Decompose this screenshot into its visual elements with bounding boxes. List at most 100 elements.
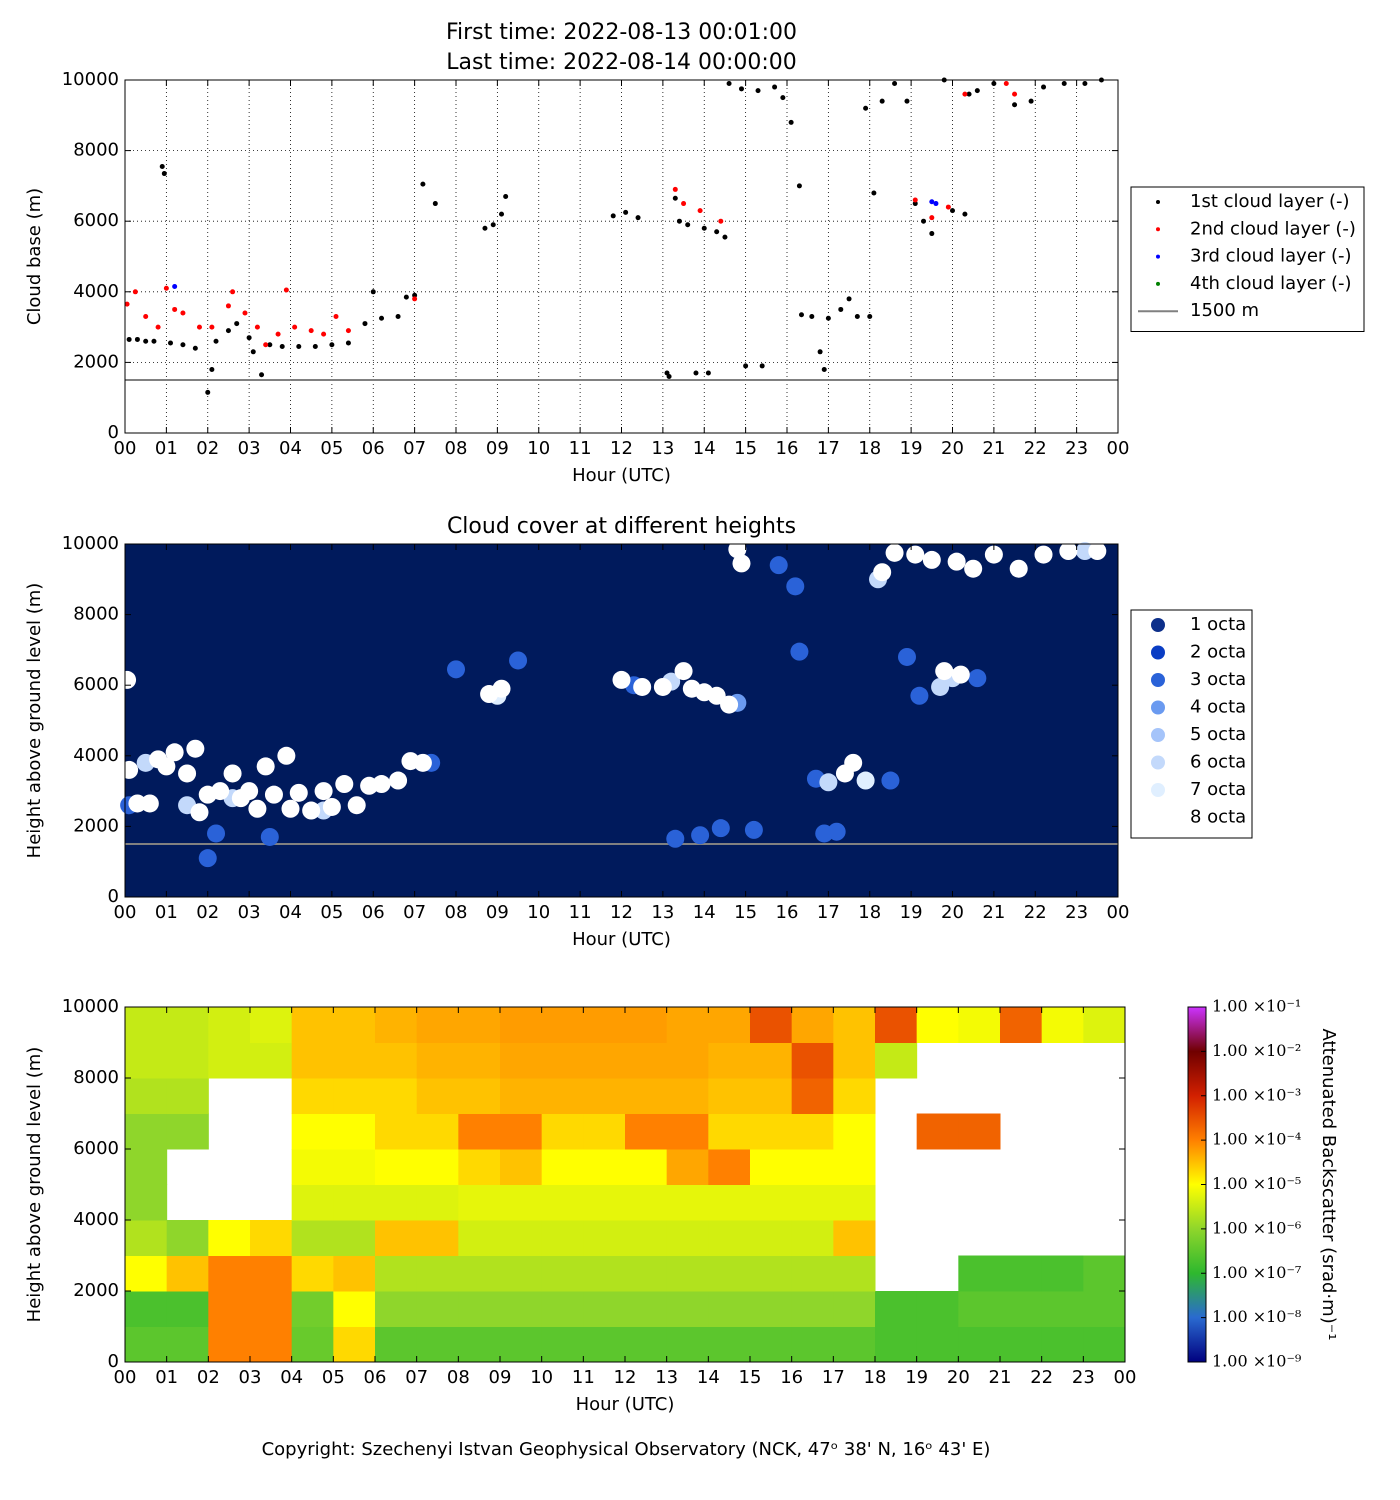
data-point <box>186 739 205 758</box>
data-point <box>714 229 720 235</box>
heatmap-cell <box>500 1078 543 1114</box>
heatmap-cell <box>625 1007 668 1043</box>
heatmap-cell <box>291 1113 334 1150</box>
heatmap-cell <box>458 1078 501 1114</box>
data-point <box>610 213 616 219</box>
data-point <box>264 785 283 804</box>
data-point <box>432 201 438 207</box>
heatmap-cell <box>125 1113 168 1150</box>
heatmap-cell <box>166 1042 209 1079</box>
heatmap-cell <box>291 1255 334 1292</box>
plot-background <box>125 544 1118 897</box>
data-point <box>786 577 805 596</box>
heatmap-cell <box>166 1326 209 1363</box>
heatmap-cell <box>583 1220 626 1256</box>
data-point <box>906 545 925 564</box>
data-point <box>933 201 939 207</box>
colorbar-label: Attenuated Backscatter (srad·m)⁻¹ <box>1318 1029 1339 1341</box>
x-tick-label: 15 <box>734 438 757 459</box>
data-point <box>234 321 240 327</box>
heatmap-cell <box>1083 1007 1126 1043</box>
data-point <box>738 86 744 92</box>
data-point <box>277 746 296 765</box>
heatmap-cell <box>125 1184 168 1221</box>
legend-marker <box>1151 618 1165 632</box>
heatmap-cell <box>708 1255 751 1292</box>
heatmap-cell <box>166 1220 209 1256</box>
x-tick-label: 03 <box>238 902 261 923</box>
heatmap-cell <box>708 1007 751 1043</box>
data-point <box>962 91 968 97</box>
legend-label: 1 octa <box>1190 614 1246 635</box>
colorbar-tick-label: 1.00 ×10⁻⁷ <box>1212 1263 1301 1282</box>
heatmap-cell <box>250 1220 293 1256</box>
data-point <box>118 670 137 689</box>
data-point <box>1009 559 1028 578</box>
heatmap-cell <box>875 1326 918 1363</box>
heatmap-cell <box>833 1255 876 1292</box>
data-point <box>1034 545 1053 564</box>
heatmap-cell <box>416 1149 459 1185</box>
data-point <box>881 771 900 790</box>
heatmap-cell <box>750 1184 793 1221</box>
colorbar-tick-label: 1.00 ×10⁻² <box>1212 1041 1301 1060</box>
data-point <box>120 760 139 779</box>
data-point <box>904 98 910 104</box>
heatmap-cell <box>666 1042 709 1079</box>
data-point <box>1075 542 1094 561</box>
data-point <box>322 797 341 816</box>
x-tick-label: 01 <box>155 1367 178 1388</box>
data-point <box>242 310 248 316</box>
heatmap-cell <box>416 1113 459 1150</box>
data-point <box>205 389 211 395</box>
heatmap-cell <box>541 1184 584 1221</box>
heatmap-cell <box>125 1149 168 1185</box>
heatmap-cell <box>833 1042 876 1079</box>
heatmap-cell <box>708 1149 751 1185</box>
heatmap-cell <box>333 1255 376 1292</box>
data-point <box>653 677 672 696</box>
data-point <box>873 563 892 582</box>
x-tick-label: 02 <box>197 1367 220 1388</box>
x-tick-label: 00 <box>114 1367 137 1388</box>
x-tick-label: 16 <box>776 438 799 459</box>
data-point <box>931 677 950 696</box>
x-tick-label: 02 <box>196 438 219 459</box>
x-tick-label: 17 <box>817 438 840 459</box>
x-tick-label: 21 <box>989 1367 1012 1388</box>
heatmap-cell <box>375 1149 418 1185</box>
heatmap-cell <box>166 1113 209 1150</box>
data-point <box>347 796 366 815</box>
data-point <box>701 225 707 231</box>
data-point <box>612 670 631 689</box>
data-point <box>1012 102 1018 108</box>
heatmap-cell <box>541 1042 584 1079</box>
data-point <box>1088 542 1107 561</box>
x-tick-label: 12 <box>614 1367 637 1388</box>
data-point <box>838 306 844 312</box>
x-tick-label: 10 <box>527 438 550 459</box>
heatmap-cell <box>1000 1326 1043 1363</box>
data-point <box>912 201 918 207</box>
heatmap-cell <box>1041 1255 1084 1292</box>
heatmap-cell <box>583 1149 626 1185</box>
heatmap-cell <box>500 1291 543 1327</box>
x-tick-label: 18 <box>858 902 881 923</box>
heatmap-cell <box>250 1007 293 1043</box>
heatmap-cell <box>833 1149 876 1185</box>
y-tick-label: 8000 <box>73 604 119 625</box>
y-axis-label: Height above ground level (m) <box>24 583 45 859</box>
heatmap-cell <box>666 1184 709 1221</box>
data-point <box>308 328 314 334</box>
y-tick-label: 10000 <box>62 69 119 90</box>
x-tick-label: 03 <box>239 1367 262 1388</box>
heatmap-cell <box>416 1255 459 1292</box>
data-point <box>314 782 333 801</box>
data-point <box>728 540 747 559</box>
data-point <box>705 370 711 376</box>
y-tick-label: 4000 <box>73 281 119 302</box>
x-tick-label: 20 <box>941 902 964 923</box>
heatmap-cell <box>958 1113 1001 1150</box>
x-tick-label: 05 <box>320 438 343 459</box>
data-point <box>964 559 983 578</box>
